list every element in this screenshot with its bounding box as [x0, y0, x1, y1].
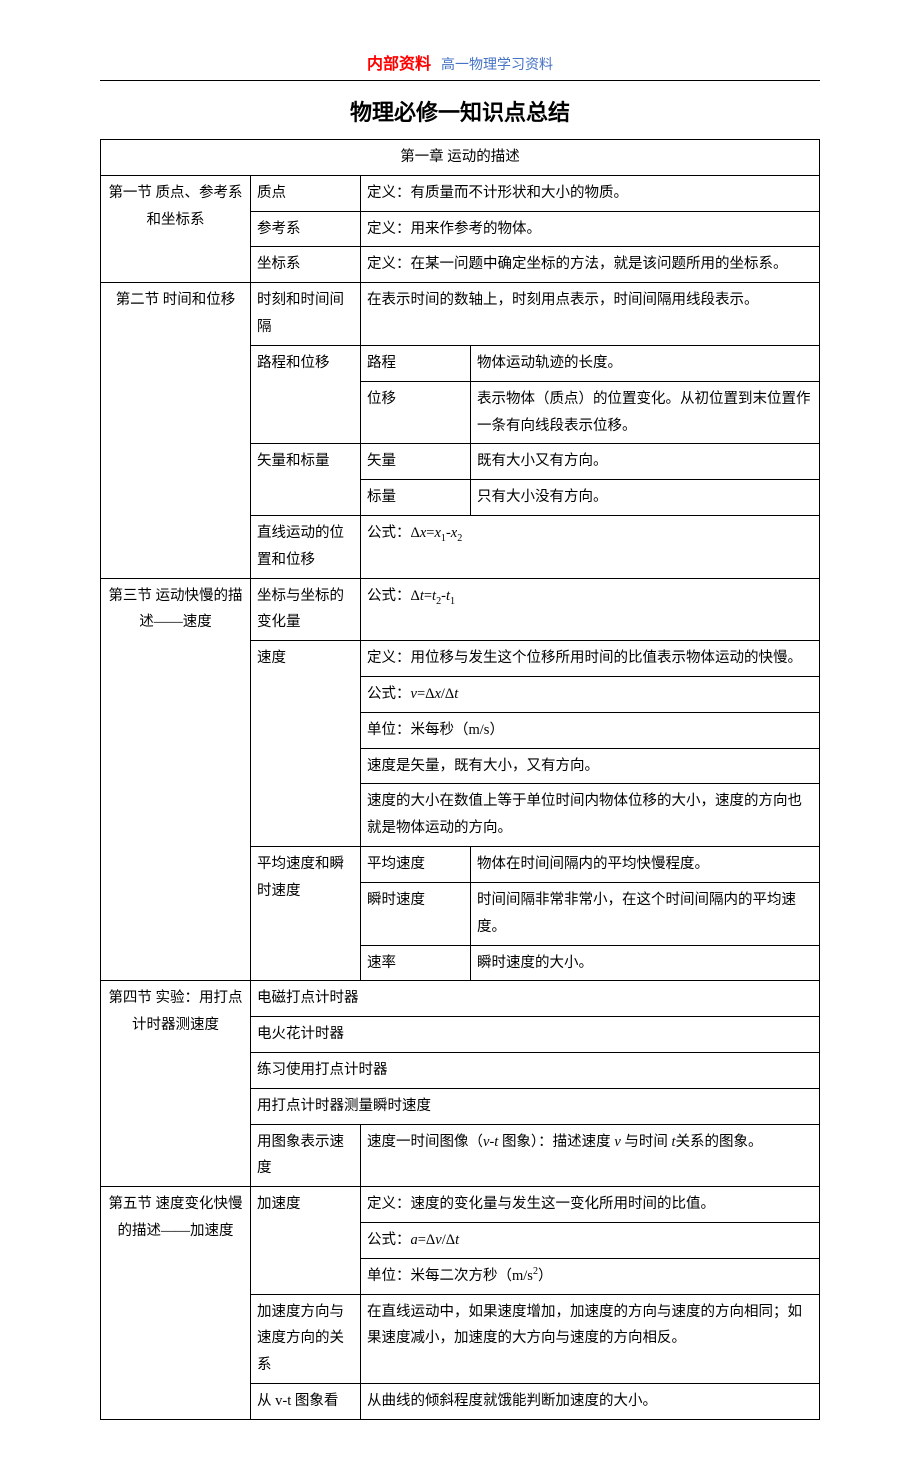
table-row: 第一节 质点、参考系和坐标系 质点 定义：有质量而不计形状和大小的物质。	[101, 175, 820, 211]
sub-concept-name: 瞬时速度	[361, 882, 471, 945]
sub-concept-def: 只有大小没有方向。	[471, 480, 820, 516]
chapter-header: 第一章 运动的描述	[101, 140, 820, 176]
concept-def: 定义：速度的变化量与发生这一变化所用时间的比值。	[361, 1187, 820, 1223]
sub-concept-name: 位移	[361, 381, 471, 444]
section-title: 第一节 质点、参考系和坐标系	[101, 175, 251, 282]
concept-def: 从曲线的倾斜程度就饿能判断加速度的大小。	[361, 1384, 820, 1420]
formula-cell: 公式：Δt=t2-t1	[361, 578, 820, 641]
header-blue-label: 高一物理学习资料	[441, 58, 553, 73]
formula-cell: 公式：v=Δx/Δt	[361, 677, 820, 713]
def-text: 与时间	[621, 1134, 672, 1150]
concept-name: 用图象表示速度	[251, 1124, 361, 1187]
formula-text: 公式：	[367, 1232, 411, 1248]
concept-name: 质点	[251, 175, 361, 211]
document-page: 内部资料 高一物理学习资料 物理必修一知识点总结 第一章 运动的描述 第一节 质…	[0, 0, 920, 1470]
concept-def: 定义：有质量而不计形状和大小的物质。	[361, 175, 820, 211]
concept-name: 参考系	[251, 211, 361, 247]
sub-concept-name: 路程	[361, 345, 471, 381]
formula-var: a	[411, 1232, 418, 1248]
def-text: ）	[538, 1268, 553, 1284]
concept-name: 加速度方向与速度方向的关系	[251, 1294, 361, 1383]
concept-def: 速度是矢量，既有大小，又有方向。	[361, 748, 820, 784]
concept-name: 矢量和标量	[251, 444, 361, 516]
table-row: 第四节 实验：用打点计时器测速度 电磁打点计时器	[101, 981, 820, 1017]
formula-text: 公式：Δ	[367, 588, 420, 604]
concept-name: 加速度	[251, 1187, 361, 1294]
concept-name: 平均速度和瞬时速度	[251, 847, 361, 981]
table-row: 第三节 运动快慢的描述——速度 坐标与坐标的变化量 公式：Δt=t2-t1	[101, 578, 820, 641]
section-title: 第三节 运动快慢的描述——速度	[101, 578, 251, 981]
concept-name: 电火花计时器	[251, 1017, 820, 1053]
sub-concept-def: 既有大小又有方向。	[471, 444, 820, 480]
def-text: 关系的图象。	[676, 1134, 763, 1150]
sub-concept-name: 速率	[361, 945, 471, 981]
sub-concept-def: 物体运动轨迹的长度。	[471, 345, 820, 381]
concept-def: 单位：米每二次方秒（m/s2）	[361, 1258, 820, 1294]
concept-def: 定义：用位移与发生这个位移所用时间的比值表示物体运动的快慢。	[361, 641, 820, 677]
formula-var: t	[455, 1232, 459, 1248]
page-header: 内部资料 高一物理学习资料	[100, 50, 820, 74]
sub-concept-def: 表示物体（质点）的位置变化。从初位置到末位置作一条有向线段表示位移。	[471, 381, 820, 444]
def-text: 速度一时间图像（	[367, 1134, 483, 1150]
concept-def: 在直线运动中，如果速度增加，加速度的方向与速度的方向相同；如果速度减小，加速度的…	[361, 1294, 820, 1383]
formula-text: 公式：Δ	[367, 525, 420, 541]
concept-def: 速度的大小在数值上等于单位时间内物体位移的大小，速度的方向也就是物体运动的方向。	[361, 784, 820, 847]
table-row: 第一章 运动的描述	[101, 140, 820, 176]
sub-concept-name: 矢量	[361, 444, 471, 480]
formula-text: /Δ	[442, 1232, 455, 1248]
section-title: 第二节 时间和位移	[101, 283, 251, 578]
def-text: 图象）：描述速度	[498, 1134, 614, 1150]
content-table: 第一章 运动的描述 第一节 质点、参考系和坐标系 质点 定义：有质量而不计形状和…	[100, 139, 820, 1420]
concept-def: 定义：用来作参考的物体。	[361, 211, 820, 247]
formula-sub: 1	[450, 595, 455, 606]
formula-cell: 公式：a=Δv/Δt	[361, 1223, 820, 1259]
concept-def: 在表示时间的数轴上，时刻用点表示，时间间隔用线段表示。	[361, 283, 820, 346]
section-title: 第四节 实验：用打点计时器测速度	[101, 981, 251, 1187]
table-row: 第五节 速度变化快慢的描述——加速度 加速度 定义：速度的变化量与发生这一变化所…	[101, 1187, 820, 1223]
concept-name: 坐标与坐标的变化量	[251, 578, 361, 641]
def-text: 单位：米每二次方秒（m/s	[367, 1268, 533, 1284]
formula-var: t	[454, 686, 458, 702]
concept-name: 电磁打点计时器	[251, 981, 820, 1017]
section-title: 第五节 速度变化快慢的描述——加速度	[101, 1187, 251, 1420]
formula-text: /Δ	[441, 686, 454, 702]
formula-text: =Δ	[418, 1232, 436, 1248]
concept-def: 速度一时间图像（v-t 图象）：描述速度 v 与时间 t关系的图象。	[361, 1124, 820, 1187]
document-title: 物理必修一知识点总结	[100, 95, 820, 127]
sub-concept-name: 标量	[361, 480, 471, 516]
header-divider	[100, 80, 820, 81]
header-red-label: 内部资料	[367, 56, 431, 73]
concept-name: 从 v-t 图象看	[251, 1384, 361, 1420]
sub-concept-def: 时间间隔非常非常小，在这个时间间隔内的平均速度。	[471, 882, 820, 945]
concept-name: 练习使用打点计时器	[251, 1052, 820, 1088]
concept-name: 坐标系	[251, 247, 361, 283]
formula-text: =	[424, 588, 432, 604]
formula-sub: 2	[457, 533, 462, 544]
concept-name: 路程和位移	[251, 345, 361, 443]
concept-name: 用打点计时器测量瞬时速度	[251, 1088, 820, 1124]
concept-def: 定义：在某一问题中确定坐标的方法，就是该问题所用的坐标系。	[361, 247, 820, 283]
concept-def: 单位：米每秒（m/s）	[361, 712, 820, 748]
formula-text: 公式：	[367, 686, 411, 702]
concept-name: 时刻和时间间隔	[251, 283, 361, 346]
sub-concept-name: 平均速度	[361, 847, 471, 883]
concept-name: 速度	[251, 641, 361, 847]
concept-name: 直线运动的位置和位移	[251, 515, 361, 578]
table-row: 第二节 时间和位移 时刻和时间间隔 在表示时间的数轴上，时刻用点表示，时间间隔用…	[101, 283, 820, 346]
sub-concept-def: 瞬时速度的大小。	[471, 945, 820, 981]
sub-concept-def: 物体在时间间隔内的平均快慢程度。	[471, 847, 820, 883]
formula-cell: 公式：Δx=x1-x2	[361, 515, 820, 578]
formula-text: =Δ	[417, 686, 435, 702]
